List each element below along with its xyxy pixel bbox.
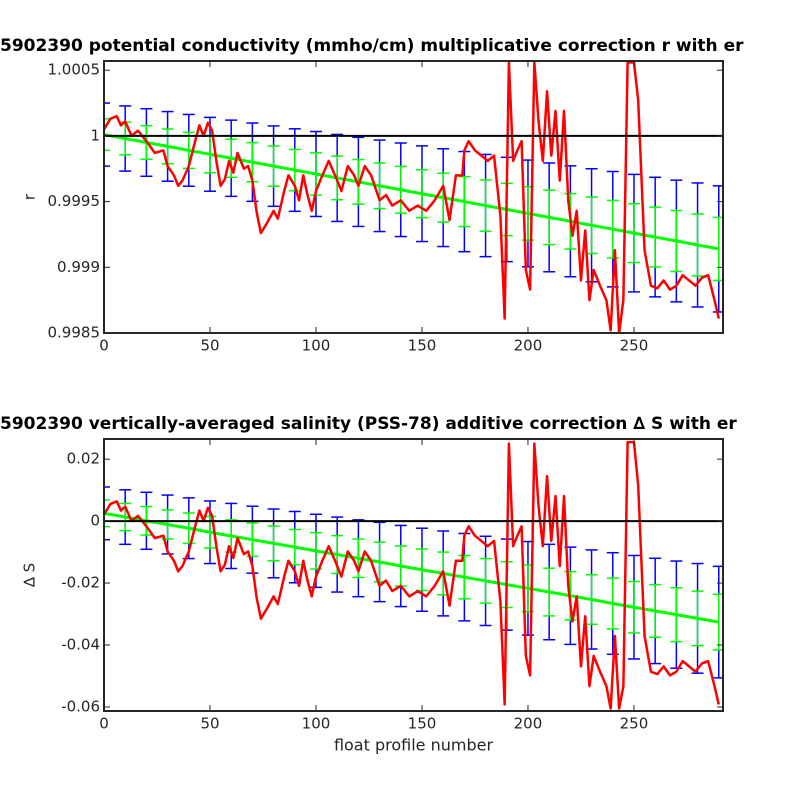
x-tick-label: 50: [200, 337, 219, 355]
x-tick-label: 200: [514, 715, 543, 733]
x-tick-label: 200: [514, 337, 543, 355]
chart-title: 5902390 potential conductivity (mmho/cm)…: [0, 36, 744, 56]
y-tick-label: -0.06: [61, 697, 100, 715]
fit-line: [104, 511, 720, 624]
axes-background: [104, 439, 723, 711]
fit-line: [104, 133, 720, 251]
y-axis-label: r: [21, 193, 39, 200]
chart-title: 5902390 vertically-averaged salinity (PS…: [0, 414, 737, 434]
y-tick-label: 0.02: [67, 450, 100, 468]
x-tick-label: 250: [620, 715, 649, 733]
x-tick-label: 150: [408, 337, 437, 355]
x-tick-label: 0: [99, 715, 109, 733]
y-tick-label: 1: [90, 126, 100, 144]
x-tick-label: 150: [408, 715, 437, 733]
plot-area: [104, 439, 723, 711]
axes-box: [103, 438, 724, 712]
y-tick-label: 0: [90, 512, 100, 530]
y-tick-label: -0.02: [61, 574, 100, 592]
plot-area: [104, 61, 723, 333]
y-axis-label: ∆ S: [21, 563, 39, 588]
data-line: [104, 61, 720, 333]
x-tick-label: 100: [302, 715, 331, 733]
data-line: [104, 440, 720, 710]
x-tick-label: 50: [200, 715, 219, 733]
axes-background: [104, 61, 723, 333]
y-tick-label: -0.04: [61, 636, 100, 654]
y-tick-label: 0.9985: [48, 324, 101, 342]
y-tick-label: 0.9995: [48, 192, 101, 210]
axes-box: [103, 60, 724, 334]
y-tick-label: 0.999: [57, 258, 100, 276]
x-axis-label: float profile number: [334, 736, 494, 755]
y-tick-label: 1.0005: [48, 61, 101, 79]
x-tick-label: 100: [302, 337, 331, 355]
x-tick-label: 250: [620, 337, 649, 355]
x-tick-label: 0: [99, 337, 109, 355]
